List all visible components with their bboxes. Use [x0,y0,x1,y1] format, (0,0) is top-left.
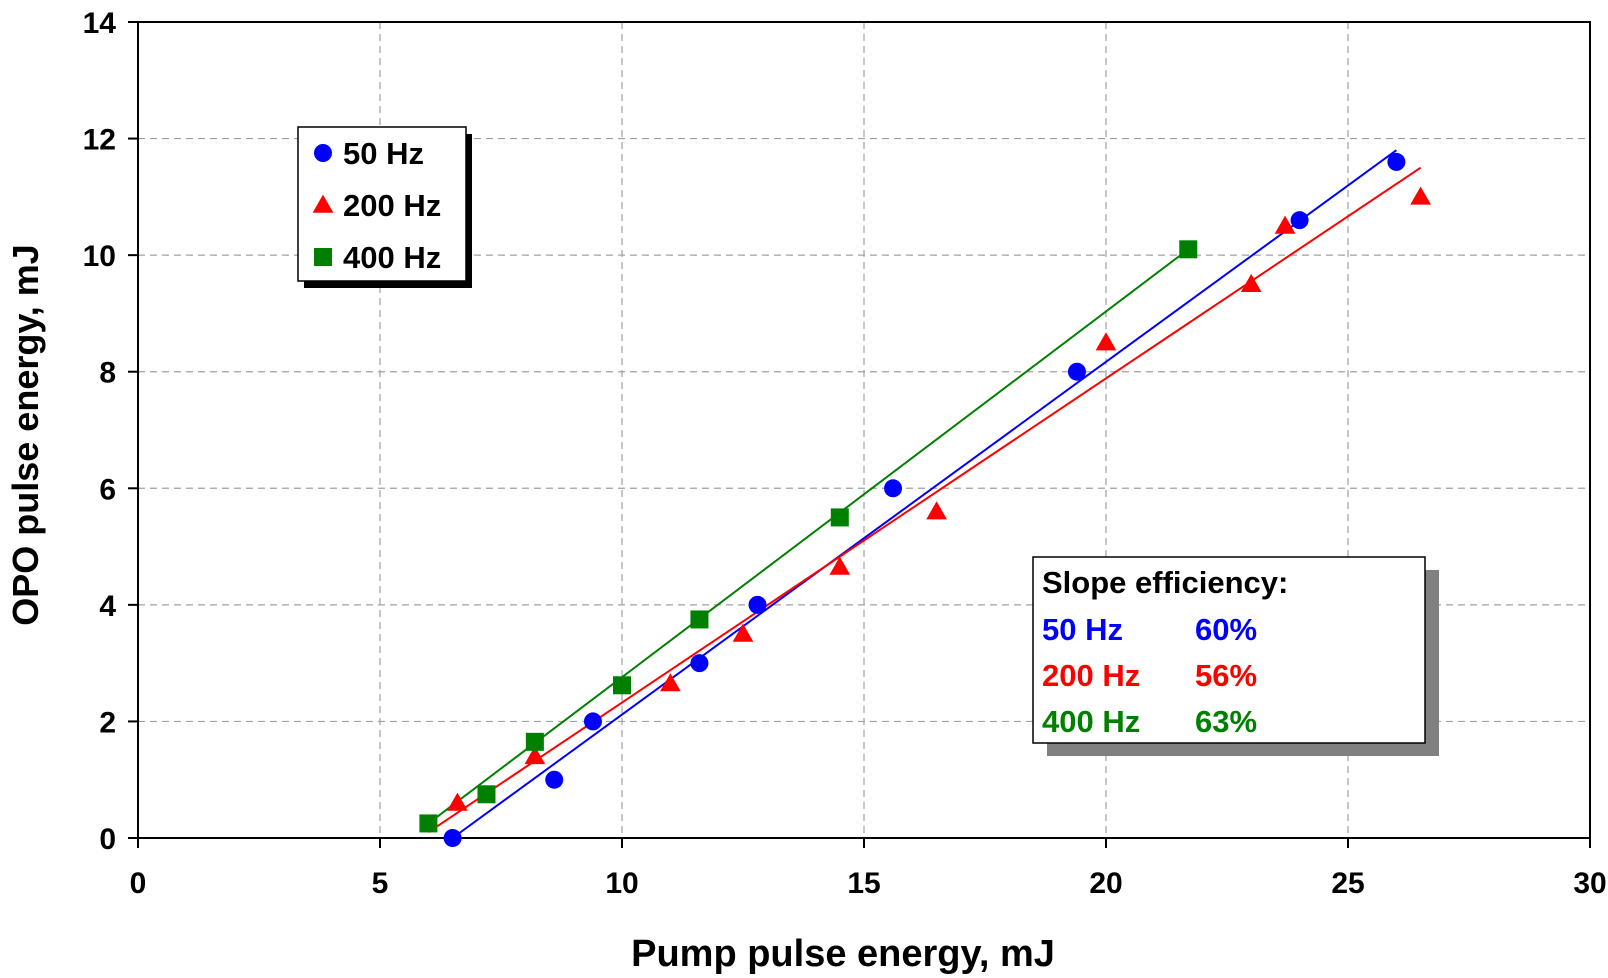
x-tick-label: 20 [1089,867,1122,900]
data-point-400hz [1179,240,1197,258]
data-point-50hz [1068,363,1086,381]
slope-box-title: Slope efficiency: [1042,565,1288,600]
x-tick-label: 15 [847,867,880,900]
data-point-50hz [1291,211,1309,229]
x-tick-label: 10 [605,867,638,900]
data-point-50hz [690,654,708,672]
data-point-50hz [545,771,563,789]
slope-efficiency-box: Slope efficiency: 50 Hz 60% 200 Hz 56% 400 H… [1033,557,1439,756]
x-tick-label: 25 [1331,867,1364,900]
legend-marker-50hz [314,144,332,162]
data-point-400hz [419,814,437,832]
x-tick-label: 5 [372,867,389,900]
data-point-50hz [584,712,602,730]
y-tick-label: 12 [83,124,116,157]
slope-label-200hz: 200 Hz [1042,658,1140,693]
y-tick-label: 2 [99,706,116,739]
data-point-400hz [831,508,849,526]
legend-label-200hz: 200 Hz [343,188,441,223]
x-tick-label: 30 [1573,867,1606,900]
data-point-50hz [749,596,767,614]
data-point-50hz [884,479,902,497]
slope-label-400hz: 400 Hz [1042,704,1140,739]
y-axis-label: OPO pulse energy, mJ [5,244,46,625]
x-axis-label: Pump pulse energy, mJ [631,933,1055,975]
y-tick-label: 8 [99,357,116,390]
legend-marker-400hz [314,248,332,266]
data-point-400hz [477,785,495,803]
data-point-50hz [444,829,462,847]
legend-label-400hz: 400 Hz [343,240,441,275]
data-point-400hz [690,610,708,628]
slope-value-50hz: 60% [1195,612,1257,647]
data-point-400hz [526,733,544,751]
data-point-400hz [613,676,631,694]
legend: 50 Hz 200 Hz 400 Hz [298,127,472,288]
slope-value-200hz: 56% [1195,658,1257,693]
legend-label-50hz: 50 Hz [343,136,424,171]
y-tick-label: 10 [83,240,116,273]
slope-value-400hz: 63% [1195,704,1257,739]
y-tick-label: 4 [99,590,116,623]
y-tick-label: 6 [99,473,116,506]
x-tick-label: 0 [130,867,147,900]
slope-label-50hz: 50 Hz [1042,612,1123,647]
y-tick-label: 14 [83,7,117,40]
y-tick-label: 0 [99,823,116,856]
data-point-50hz [1387,153,1405,171]
